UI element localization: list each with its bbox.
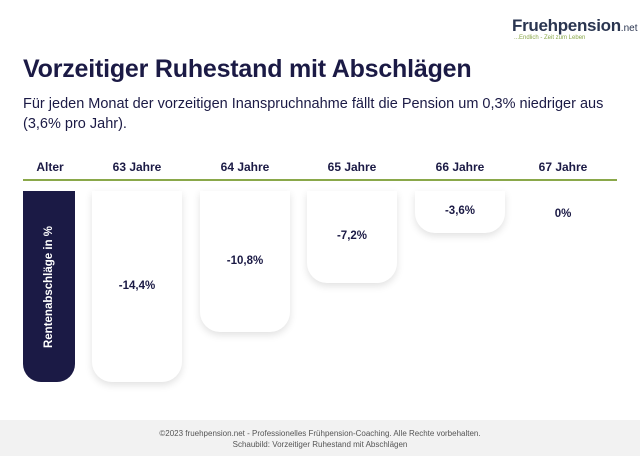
- data-label: 0%: [554, 208, 572, 220]
- page-title: Vorzeitiger Ruhestand mit Abschlägen: [23, 55, 472, 83]
- bar: [415, 191, 505, 233]
- data-label: -3,6%: [444, 204, 476, 217]
- bar: [92, 191, 182, 383]
- data-label: -7,2%: [336, 229, 368, 242]
- bar: [307, 191, 397, 283]
- y-axis-label-box: Rentenabschläge in %: [23, 191, 75, 382]
- bar: [200, 191, 290, 333]
- footer-copyright: ©2023 fruehpension.net - Professionelles…: [159, 429, 481, 438]
- logo-name: Fruehpension: [512, 16, 621, 35]
- data-label: -10,8%: [226, 254, 264, 267]
- category-label: 64 Jahre: [220, 160, 270, 174]
- y-axis-label: Rentenabschläge in %: [43, 225, 55, 348]
- category-label: 65 Jahre: [327, 160, 377, 174]
- logo-tld: .net: [620, 23, 638, 34]
- header-rule: [23, 179, 617, 181]
- logo: Fruehpension.net ...Endlich - Zeit zum L…: [512, 16, 637, 41]
- data-label: -14,4%: [118, 279, 156, 292]
- logo-tagline: ...Endlich - Zeit zum Leben: [514, 35, 586, 41]
- category-label: 67 Jahre: [538, 160, 588, 174]
- category-label: 66 Jahre: [435, 160, 485, 174]
- footer-caption: Schaubild: Vorzeitiger Ruhestand mit Abs…: [232, 440, 408, 449]
- subtitle: Für jeden Monat der vorzeitigen Inanspru…: [23, 96, 604, 132]
- x-header: Alter: [36, 160, 64, 174]
- footer: ©2023 fruehpension.net - Professionelles…: [0, 420, 640, 456]
- category-label: 63 Jahre: [112, 160, 162, 174]
